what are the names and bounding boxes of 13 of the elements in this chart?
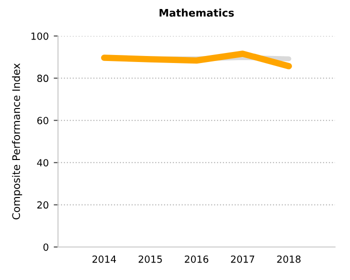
x-tick-label: 2015 [138,256,162,263]
y-tick-label: 0 [43,243,48,251]
chart-title: Mathematics [160,8,234,17]
y-tick-label: 40 [37,159,48,166]
x-tick-label: 2016 [184,256,208,263]
y-tick-label: 20 [37,201,48,209]
y-tick-label: 100 [31,32,48,40]
y-axis-title: Composite Performance Index [12,63,22,220]
x-tick-label: 2014 [92,256,116,263]
y-tick-label: 80 [37,74,48,82]
y-tick-label: 60 [37,116,48,124]
x-tick-label: 2018 [277,256,301,263]
x-tick-label: 2017 [231,256,254,263]
